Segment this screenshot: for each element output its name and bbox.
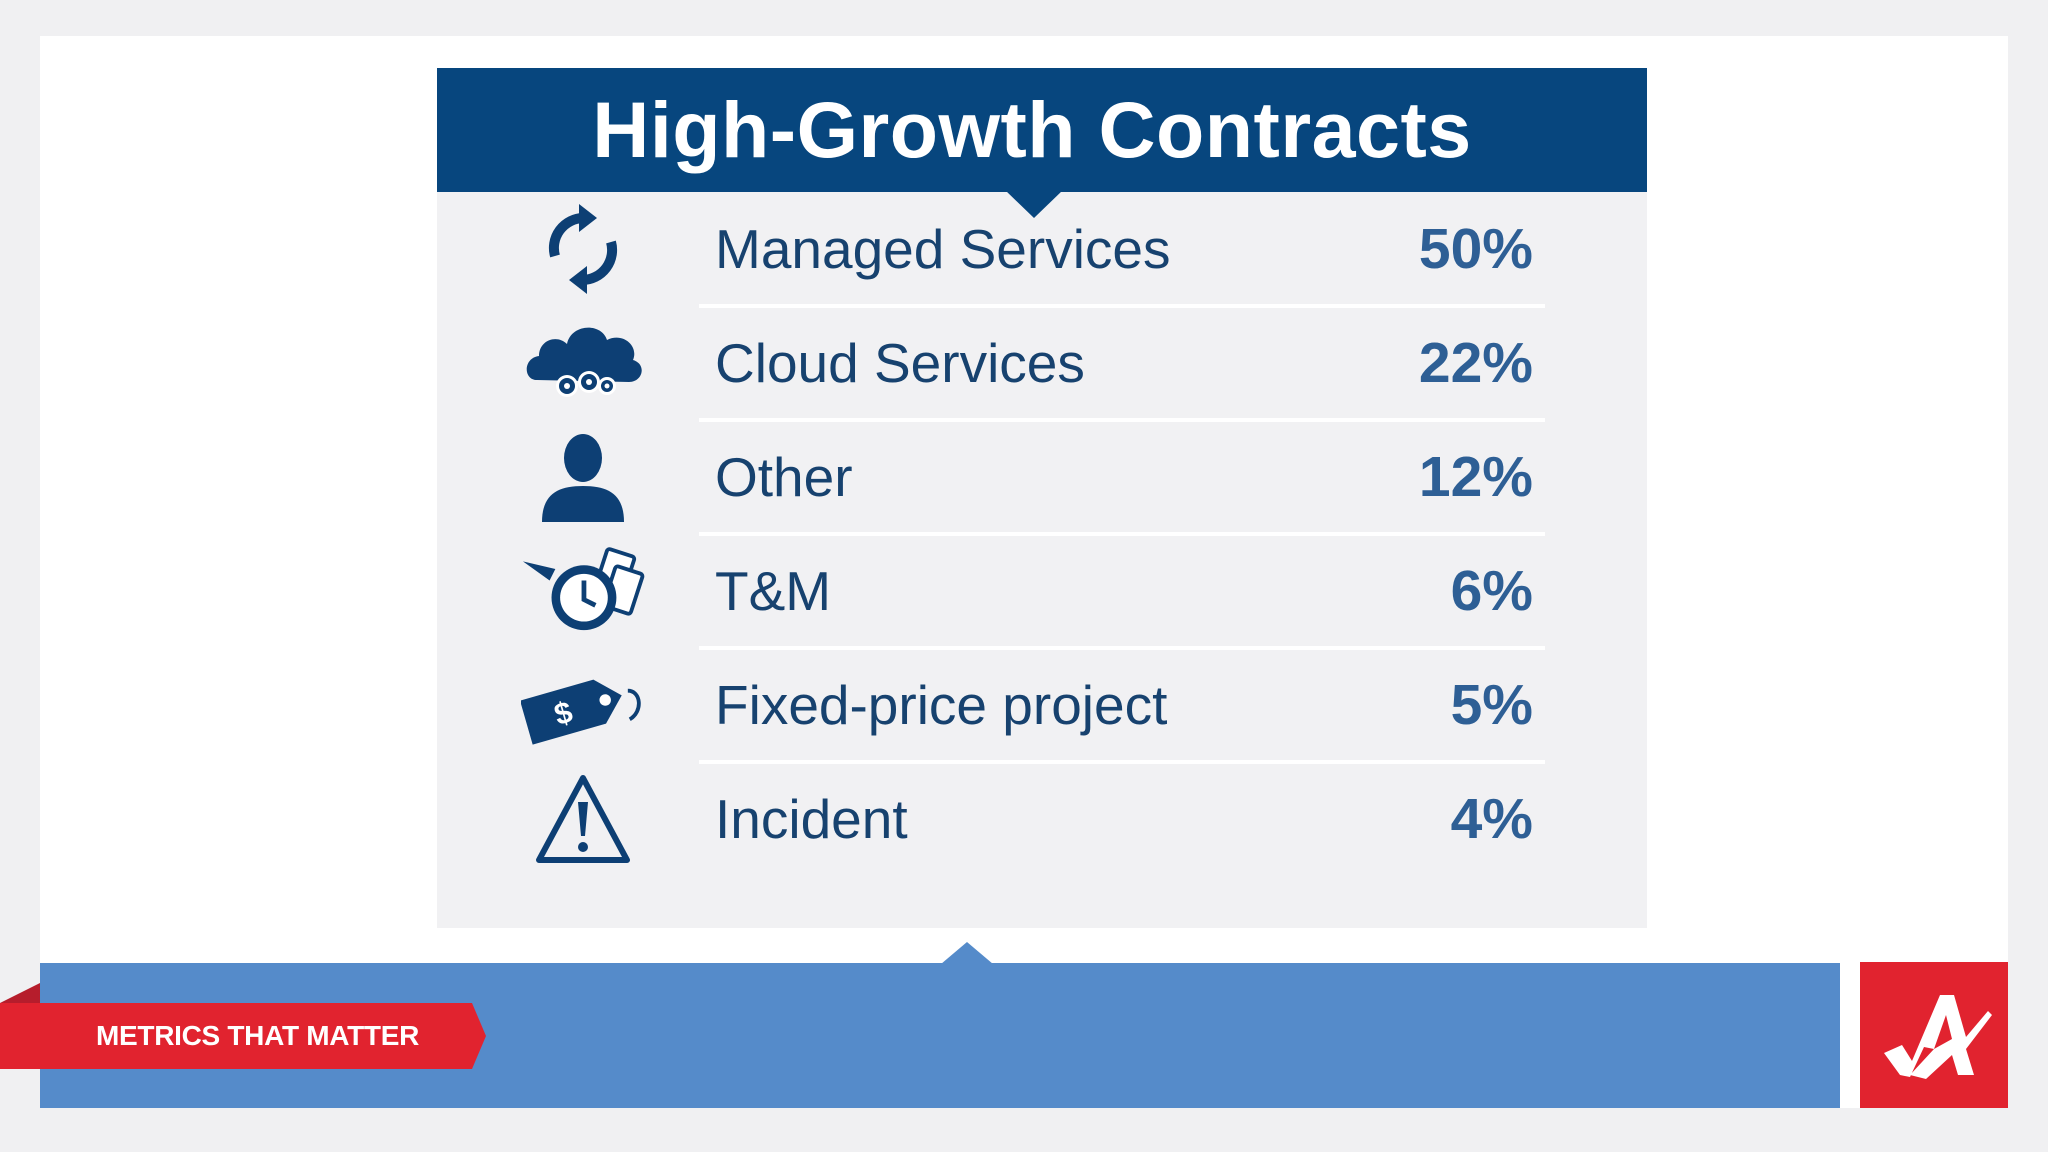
brand-logo xyxy=(1860,962,2008,1108)
table-row: T&M 6% xyxy=(437,534,1647,650)
price-tag-icon: $ xyxy=(521,648,645,762)
row-divider xyxy=(699,418,1545,422)
panel-header: High-Growth Contracts xyxy=(437,68,1647,192)
row-label: Incident xyxy=(715,788,908,850)
row-value: 6% xyxy=(1450,559,1533,623)
row-divider xyxy=(699,760,1545,764)
brand-star-logo-icon xyxy=(1884,995,1992,1079)
clock-documents-icon xyxy=(521,534,645,648)
warning-triangle-icon xyxy=(521,762,645,876)
person-icon xyxy=(521,420,645,534)
table-row: Cloud Services 22% xyxy=(437,306,1647,422)
table-row: Other 12% xyxy=(437,420,1647,536)
row-divider xyxy=(699,646,1545,650)
row-value: 5% xyxy=(1450,673,1533,737)
table-row: Incident 4% xyxy=(437,762,1647,876)
contracts-panel: High-Growth Contracts Managed Services 50… xyxy=(437,68,1647,928)
ribbon-fold xyxy=(0,983,40,1003)
bottom-bar-pointer xyxy=(941,942,993,964)
cloud-gears-icon xyxy=(521,306,645,420)
row-value: 50% xyxy=(1418,217,1533,281)
ribbon-label: METRICS THAT MATTER xyxy=(96,1020,419,1051)
row-value: 12% xyxy=(1418,445,1533,509)
row-label: Cloud Services xyxy=(715,332,1085,394)
row-value: 22% xyxy=(1418,331,1533,395)
row-label: Managed Services xyxy=(715,218,1171,280)
panel-title: High-Growth Contracts xyxy=(592,85,1472,174)
row-label: Other xyxy=(715,446,853,508)
header-pointer xyxy=(1005,190,1063,218)
table-row: Managed Services 50% xyxy=(437,192,1647,308)
metrics-ribbon: METRICS THAT MATTER xyxy=(0,1003,486,1069)
row-divider xyxy=(699,532,1545,536)
row-label: T&M xyxy=(715,560,832,622)
row-value: 4% xyxy=(1450,787,1533,851)
row-divider xyxy=(699,304,1545,308)
table-row: $ Fixed-price project 5% xyxy=(437,648,1647,764)
row-label: Fixed-price project xyxy=(715,674,1168,736)
refresh-cycle-icon xyxy=(521,192,645,306)
